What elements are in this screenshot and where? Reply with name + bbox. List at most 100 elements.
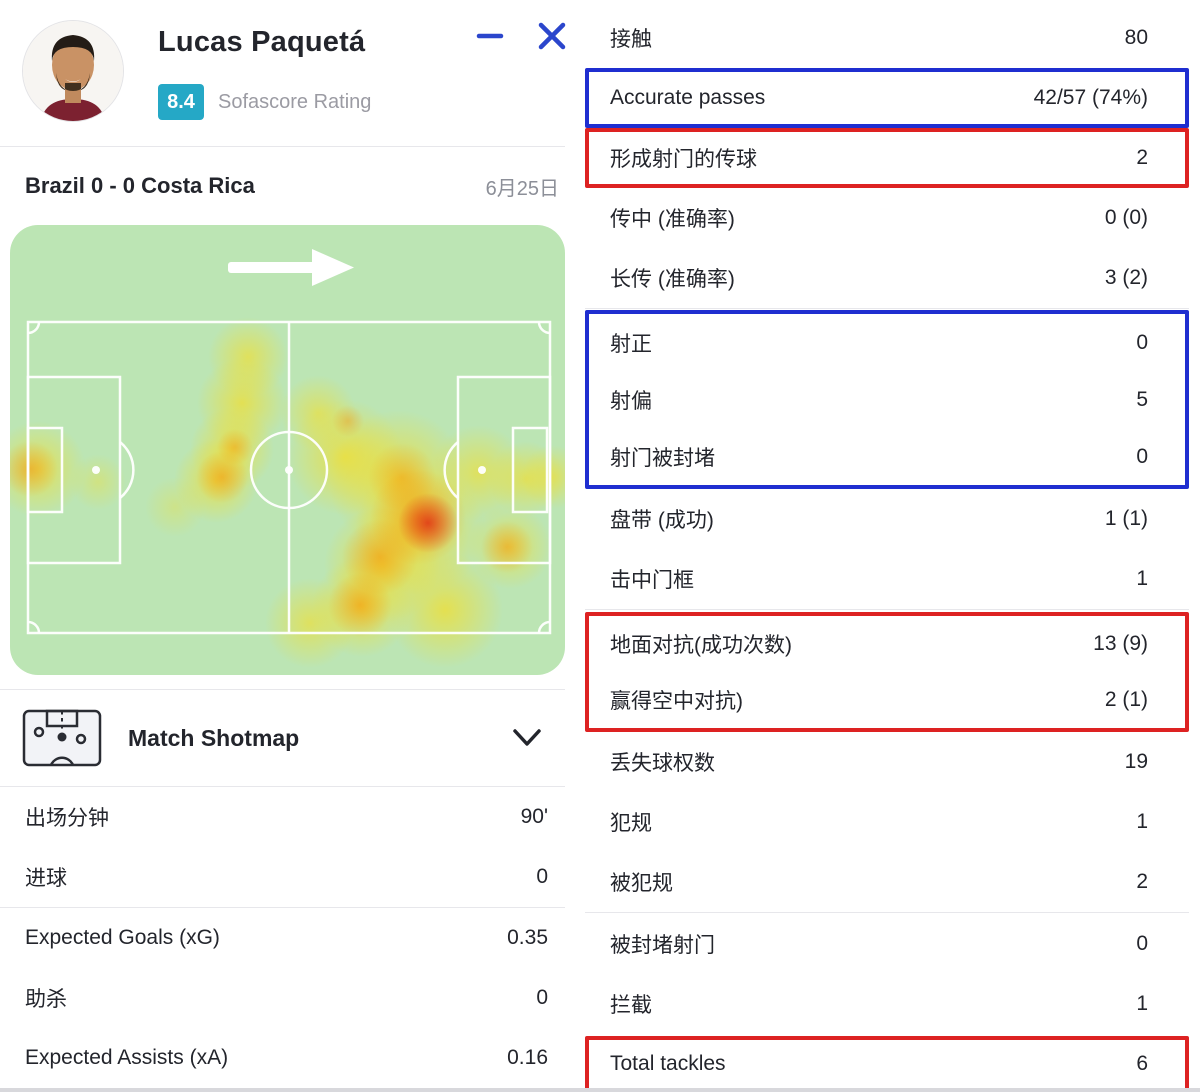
- stat-row-key-passes: 形成射门的传球 2: [589, 132, 1185, 184]
- stat-value: 2 (1): [1104, 688, 1148, 711]
- stat-label: Expected Goals (xG): [25, 926, 220, 949]
- stat-row-expected-goals: Expected Goals (xG) 0.35: [0, 908, 565, 968]
- highlight-box-key-passes: 形成射门的传球 2: [585, 128, 1189, 188]
- stat-label: 射正: [610, 332, 652, 356]
- stat-value: 80: [1124, 26, 1148, 49]
- stat-row-assists: 助杀 0: [0, 968, 565, 1028]
- player-header: Lucas Paquetá 8.4 Sofascore Rating: [0, 0, 566, 147]
- player-avatar: [22, 20, 124, 122]
- stat-label: 射门被封堵: [610, 446, 715, 470]
- highlight-box-shots: 射正 0 射偏 5 射门被封堵 0: [585, 310, 1189, 489]
- stat-row-hit-woodwork: 击中门框 1: [585, 549, 1200, 609]
- stat-value: 0: [536, 865, 548, 888]
- highlight-box-duels: 地面对抗(成功次数) 13 (9) 赢得空中对抗) 2 (1): [585, 612, 1189, 732]
- rating-label: Sofascore Rating: [218, 90, 372, 113]
- stat-value: 6: [1136, 1052, 1148, 1075]
- heatmap-heat-layer: [10, 225, 565, 675]
- stat-value: 42/57 (74%): [1033, 86, 1148, 109]
- stat-row-shots-blocked-def: 被封堵射门 0: [585, 914, 1200, 974]
- stat-row-was-fouled: 被犯规 2: [585, 852, 1200, 912]
- stat-row-dribbles: 盘带 (成功) 1 (1): [585, 489, 1200, 549]
- stat-value: 0 (0): [1104, 206, 1148, 229]
- stat-row-minutes-played: 出场分钟 90': [0, 787, 565, 847]
- match-title: Brazil 0 - 0 Costa Rica: [25, 173, 255, 198]
- stat-row-goals: 进球 0: [0, 847, 565, 907]
- close-button[interactable]: [532, 16, 572, 56]
- stat-label: 传中 (准确率): [610, 208, 735, 231]
- stat-value: 1 (1): [1104, 507, 1148, 530]
- stat-label: 击中门框: [610, 569, 694, 592]
- rating-row: 8.4 Sofascore Rating: [158, 84, 371, 120]
- highlight-box-accurate-passes: Accurate passes 42/57 (74%): [585, 68, 1189, 128]
- close-icon: [538, 22, 566, 50]
- left-column: Lucas Paquetá 8.4 Sofascore Rating Brazi…: [0, 0, 566, 1088]
- match-date: 6月25日: [485, 177, 559, 200]
- stat-row-shots-blocked: 射门被封堵 0: [589, 428, 1185, 485]
- shotmap-label: Match Shotmap: [128, 724, 300, 751]
- stat-value: 0: [536, 986, 548, 1009]
- stat-label: 盘带 (成功): [610, 509, 714, 532]
- stat-label: 射偏: [610, 389, 652, 413]
- stat-label: Total tackles: [610, 1052, 726, 1075]
- minimize-icon: [476, 33, 504, 39]
- stat-value: 1: [1136, 810, 1148, 833]
- stat-value: 2: [1136, 870, 1148, 893]
- divider: [585, 912, 1189, 913]
- stat-value: 5: [1136, 387, 1148, 411]
- stat-label: 被封堵射门: [610, 934, 715, 957]
- stat-value: 0: [1136, 330, 1148, 354]
- stat-row-shots-on-target: 射正 0: [589, 314, 1185, 371]
- stat-label: 赢得空中对抗): [610, 690, 743, 713]
- stat-row-long-balls: 长传 (准确率) 3 (2): [585, 248, 1200, 308]
- stat-label: 长传 (准确率): [610, 268, 735, 291]
- stat-row-accurate-passes: Accurate passes 42/57 (74%): [589, 72, 1185, 124]
- stat-label: 拦截: [610, 994, 652, 1017]
- match-shotmap-toggle[interactable]: Match Shotmap: [0, 690, 565, 786]
- stat-label: 出场分钟: [25, 807, 109, 830]
- stat-label: 地面对抗(成功次数): [610, 634, 792, 657]
- divider: [0, 907, 565, 908]
- pitch-outline: [26, 320, 552, 635]
- stat-label: 犯规: [610, 812, 652, 835]
- highlight-box-total-tackles: Total tackles 6: [585, 1036, 1189, 1088]
- stat-row-touches: 接触 80: [585, 8, 1200, 68]
- stat-label: 形成射门的传球: [610, 148, 757, 171]
- stat-row-fouls: 犯规 1: [585, 792, 1200, 852]
- stat-row-interceptions: 拦截 1: [585, 974, 1200, 1034]
- player-photo-illustration: [23, 21, 123, 121]
- shotmap-pitch-icon: [22, 709, 102, 767]
- match-row[interactable]: Brazil 0 - 0 Costa Rica 6月25日: [0, 147, 565, 225]
- stat-value: 1: [1136, 567, 1148, 590]
- stat-label: Expected Assists (xA): [25, 1046, 229, 1069]
- divider: [0, 786, 565, 787]
- stat-label: 助杀: [25, 988, 67, 1011]
- minimize-button[interactable]: [470, 14, 510, 54]
- divider: [585, 609, 1189, 610]
- stat-label: 接触: [610, 28, 652, 51]
- chevron-down-icon: [513, 729, 541, 746]
- stat-label: 被犯规: [610, 872, 673, 895]
- stat-value: 0: [1136, 444, 1148, 468]
- rating-badge: 8.4: [158, 84, 204, 120]
- stat-row-ground-duels: 地面对抗(成功次数) 13 (9): [589, 616, 1185, 672]
- stat-row-aerial-duels: 赢得空中对抗) 2 (1): [589, 672, 1185, 728]
- stat-value: 90': [520, 805, 548, 828]
- divider: [585, 308, 1189, 309]
- stat-row-possession-lost: 丢失球权数 19: [585, 732, 1200, 792]
- attack-direction-arrow-icon: [228, 249, 354, 286]
- divider: [0, 689, 565, 690]
- stat-row-total-tackles: Total tackles 6: [589, 1040, 1185, 1088]
- right-stats-column: 接触 80 Accurate passes 42/57 (74%) 形成射门的传…: [585, 0, 1200, 1088]
- stat-value: 0: [1136, 932, 1148, 955]
- stat-value: 0.35: [507, 926, 548, 949]
- stat-row-shots-off-target: 射偏 5: [589, 371, 1185, 428]
- stat-value: 19: [1124, 750, 1148, 773]
- stat-label: 进球: [25, 867, 67, 890]
- stat-label: 丢失球权数: [610, 752, 715, 775]
- stat-value: 1: [1136, 992, 1148, 1015]
- player-name: Lucas Paquetá: [158, 26, 366, 58]
- stat-label: Accurate passes: [610, 86, 766, 109]
- stat-value: 0.16: [507, 1046, 548, 1069]
- stat-value: 2: [1136, 146, 1148, 169]
